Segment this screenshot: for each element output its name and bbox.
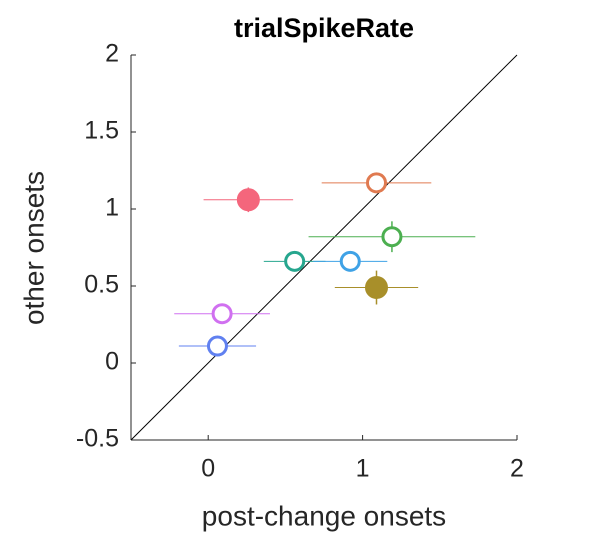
- y-axis-label: other onsets: [18, 171, 49, 325]
- y-tick-label: 0: [105, 348, 119, 376]
- identity-line: [130, 54, 518, 441]
- point: [284, 250, 306, 272]
- point: [339, 250, 361, 272]
- y-tick-label: -0.5: [76, 425, 119, 453]
- point: [236, 188, 260, 212]
- y-tick-label: 0.5: [84, 271, 119, 299]
- x-tick-label: 0: [201, 455, 215, 483]
- y-tick-label: 2: [105, 40, 119, 68]
- chart-title: trialSpikeRate: [234, 13, 414, 43]
- y-tick-label: 1: [105, 194, 119, 222]
- x-tick-label: 1: [356, 455, 370, 483]
- x-axis-label: post-change onsets: [202, 500, 446, 531]
- point: [364, 276, 388, 300]
- point: [365, 172, 387, 194]
- point: [211, 303, 233, 325]
- x-tick-label: 2: [510, 455, 524, 483]
- point: [206, 335, 228, 357]
- point: [381, 226, 403, 248]
- y-tick-label: 1.5: [84, 117, 119, 145]
